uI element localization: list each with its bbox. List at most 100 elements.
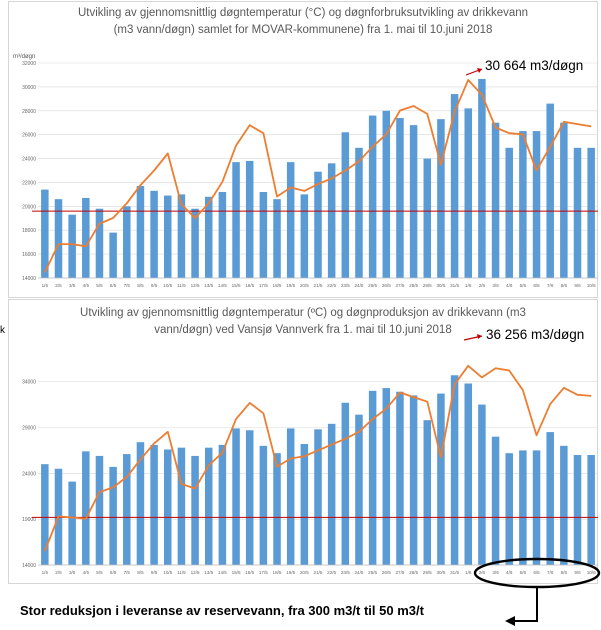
bar [368,115,377,278]
bar [109,466,117,565]
bar [341,132,350,278]
y-tick-label: 29000 [22,426,36,432]
x-tick-label: 9/6 [574,283,581,288]
bar [136,186,145,278]
bar [478,78,486,278]
bar [464,383,472,565]
y-tick-label: 30000 [22,85,36,91]
x-tick-label: 9/5 [151,283,158,288]
x-tick-label: 1/6 [465,570,472,575]
bar [587,147,595,278]
bar [68,214,76,278]
bar [150,190,158,278]
bar [355,414,363,565]
x-tick-label: 27/5 [395,283,404,288]
bar [587,455,595,565]
x-tick-label: 3/5 [69,570,76,575]
bar [382,110,391,279]
y-tick-label: 20000 [22,204,36,210]
x-tick-label: 10/5 [163,570,172,575]
bar [259,445,268,565]
x-tick-label: 5/6 [520,283,527,288]
bar [232,428,240,565]
x-tick-label: 3/5 [69,283,76,288]
bar [123,454,131,565]
y-tick-label: 22000 [22,180,36,186]
annotation-peak-top: 30 664 m3/døgn [485,58,584,73]
bar [273,199,281,278]
bar [218,192,227,278]
x-tick-label: 2/6 [479,283,486,288]
y-tick-label: 24000 [22,471,36,477]
x-tick-label: 15/5 [232,283,241,288]
x-tick-label: 22/5 [327,283,336,288]
bar [123,206,131,278]
x-tick-label: 23/5 [341,283,350,288]
x-tick-label: 21/5 [314,570,323,575]
y-tick-label: 19000 [22,517,36,523]
x-tick-label: 23/5 [341,570,350,575]
bar [150,444,158,565]
y-tick-label: 14000 [22,276,36,282]
x-tick-label: 7/5 [124,283,131,288]
bar [164,449,172,565]
bar [505,453,513,565]
bar [532,131,541,278]
x-tick-label: 22/5 [327,570,336,575]
x-tick-label: 10/6 [587,570,596,575]
x-tick-label: 4/5 [83,283,90,288]
bar [532,450,541,565]
x-tick-label: 1/5 [42,283,49,288]
bar [396,117,404,278]
bar [546,432,554,565]
x-tick-label: 6/6 [533,570,540,575]
y-tick-label: 14000 [22,563,36,569]
x-tick-label: 30/5 [436,283,445,288]
bar [368,390,377,565]
x-tick-label: 10/6 [587,283,596,288]
bar [423,158,432,278]
bar [204,196,213,278]
bar [341,402,350,565]
x-tick-label: 17/5 [259,570,268,575]
y-tick-label: 18000 [22,228,36,234]
bar [409,125,418,278]
bar [191,455,199,565]
bar [259,192,268,278]
x-tick-label: 6/5 [110,570,117,575]
bar [560,122,568,278]
bar [396,391,404,565]
bar [382,388,391,565]
footer-caption: Stor reduksjon i leveranse av reservevan… [20,603,424,618]
bar [273,453,281,565]
x-tick-label: 3/6 [492,570,499,575]
bar [437,393,445,565]
x-tick-label: 21/5 [314,283,323,288]
x-tick-label: 25/5 [368,570,377,575]
bar [450,375,459,565]
x-tick-label: 5/6 [520,570,527,575]
x-tick-label: 4/5 [83,570,90,575]
bar [519,450,527,565]
x-tick-label: 10/5 [163,283,172,288]
bar [505,147,513,278]
x-tick-label: 13/5 [204,283,213,288]
bar [245,160,254,278]
bar [423,420,432,565]
bar [95,455,104,565]
bar [300,194,309,278]
bar [286,428,295,565]
y-tick-label: 32000 [22,61,36,67]
x-tick-label: 16/5 [245,570,254,575]
bar [327,163,336,278]
bar [191,208,199,278]
x-tick-label: 27/5 [395,570,404,575]
x-tick-label: 18/5 [273,570,282,575]
x-tick-label: 8/5 [137,283,144,288]
bar [82,197,90,278]
x-tick-label: 31/5 [450,283,459,288]
bar [109,232,117,278]
x-tick-label: 28/5 [409,283,418,288]
x-tick-label: 14/5 [218,570,227,575]
x-tick-label: 29/5 [423,283,432,288]
